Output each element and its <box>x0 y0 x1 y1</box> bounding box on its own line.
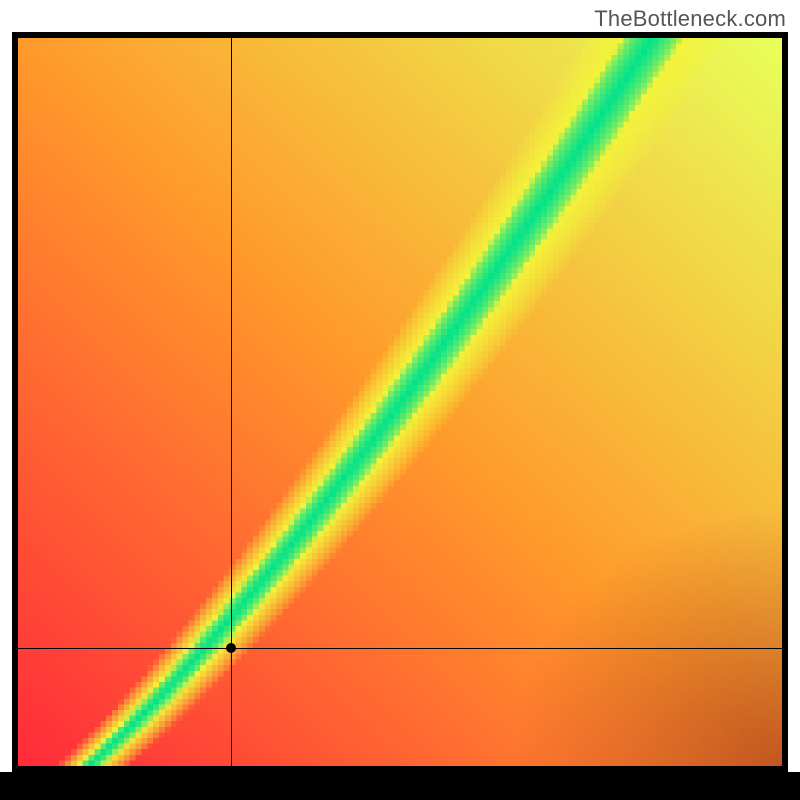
watermark-text: TheBottleneck.com <box>594 6 786 32</box>
crosshair-vertical <box>231 38 232 766</box>
bottom-black-band <box>0 772 800 800</box>
crosshair-horizontal <box>18 648 782 649</box>
plot-frame <box>12 32 788 772</box>
selection-marker-dot <box>226 643 236 653</box>
